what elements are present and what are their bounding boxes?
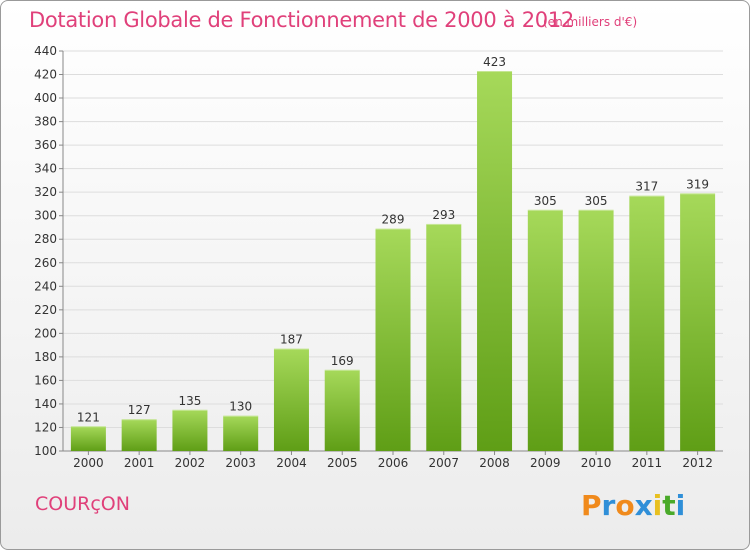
logo-letter: o (615, 489, 635, 522)
logo-letter: P (581, 489, 602, 522)
bar (477, 71, 513, 451)
data-label: 423 (483, 55, 506, 69)
x-tick-label: 2003 (225, 456, 256, 470)
y-tick-label: 100 (34, 444, 57, 458)
data-label: 317 (635, 180, 658, 194)
bar (70, 426, 106, 451)
logo-letter: i (675, 489, 686, 522)
y-tick-label: 160 (34, 373, 57, 387)
y-tick-label: 300 (34, 209, 57, 223)
y-tick-label: 200 (34, 326, 57, 340)
y-tick-label: 180 (34, 350, 57, 364)
bar (121, 419, 157, 451)
logo-letter: r (601, 489, 616, 522)
logo-letter: x (634, 489, 653, 522)
logo-letter: t (662, 489, 676, 522)
data-label: 319 (686, 177, 709, 191)
bar (426, 223, 462, 451)
y-tick-label: 280 (34, 232, 57, 246)
data-label: 305 (585, 194, 608, 208)
data-label: 121 (77, 410, 100, 424)
x-tick-label: 2007 (428, 456, 459, 470)
data-label: 187 (280, 333, 303, 347)
data-label: 289 (382, 213, 405, 227)
x-tick-label: 2009 (530, 456, 561, 470)
logo-letter: i (652, 489, 663, 522)
y-tick-label: 340 (34, 162, 57, 176)
x-tick-label: 2002 (175, 456, 206, 470)
y-tick-label: 360 (34, 138, 57, 152)
bar (223, 415, 259, 451)
y-tick-label: 240 (34, 279, 57, 293)
bar (375, 228, 411, 451)
y-tick-label: 380 (34, 115, 57, 129)
x-tick-label: 2012 (682, 456, 713, 470)
bar (680, 193, 716, 451)
x-tick-label: 2010 (581, 456, 612, 470)
bar (629, 195, 665, 451)
data-label: 127 (128, 403, 151, 417)
bar (527, 209, 563, 451)
data-label: 305 (534, 194, 557, 208)
y-tick-label: 420 (34, 68, 57, 82)
data-label: 293 (432, 208, 455, 222)
x-tick-label: 2011 (632, 456, 663, 470)
x-tick-label: 2006 (378, 456, 409, 470)
y-tick-label: 320 (34, 185, 57, 199)
y-tick-label: 400 (34, 91, 57, 105)
chart-subtitle: (en milliers d'€) (543, 15, 638, 29)
x-tick-label: 2001 (124, 456, 155, 470)
bar (324, 369, 360, 451)
x-tick-label: 2000 (73, 456, 104, 470)
bar (578, 209, 614, 451)
data-label: 135 (178, 394, 201, 408)
y-tick-label: 120 (34, 420, 57, 434)
proxiti-logo: Proxiti (581, 489, 685, 522)
data-label: 130 (229, 400, 252, 414)
y-tick-label: 260 (34, 256, 57, 270)
chart-title: Dotation Globale de Fonctionnement de 20… (29, 8, 574, 32)
x-tick-label: 2005 (327, 456, 358, 470)
bar (273, 348, 309, 451)
x-tick-label: 2004 (276, 456, 307, 470)
y-tick-label: 140 (34, 397, 57, 411)
x-tick-label: 2008 (479, 456, 510, 470)
bar (172, 409, 208, 451)
data-label: 169 (331, 354, 354, 368)
y-tick-label: 440 (34, 44, 57, 58)
commune-name: COURçON (35, 493, 130, 515)
y-tick-label: 220 (34, 303, 57, 317)
